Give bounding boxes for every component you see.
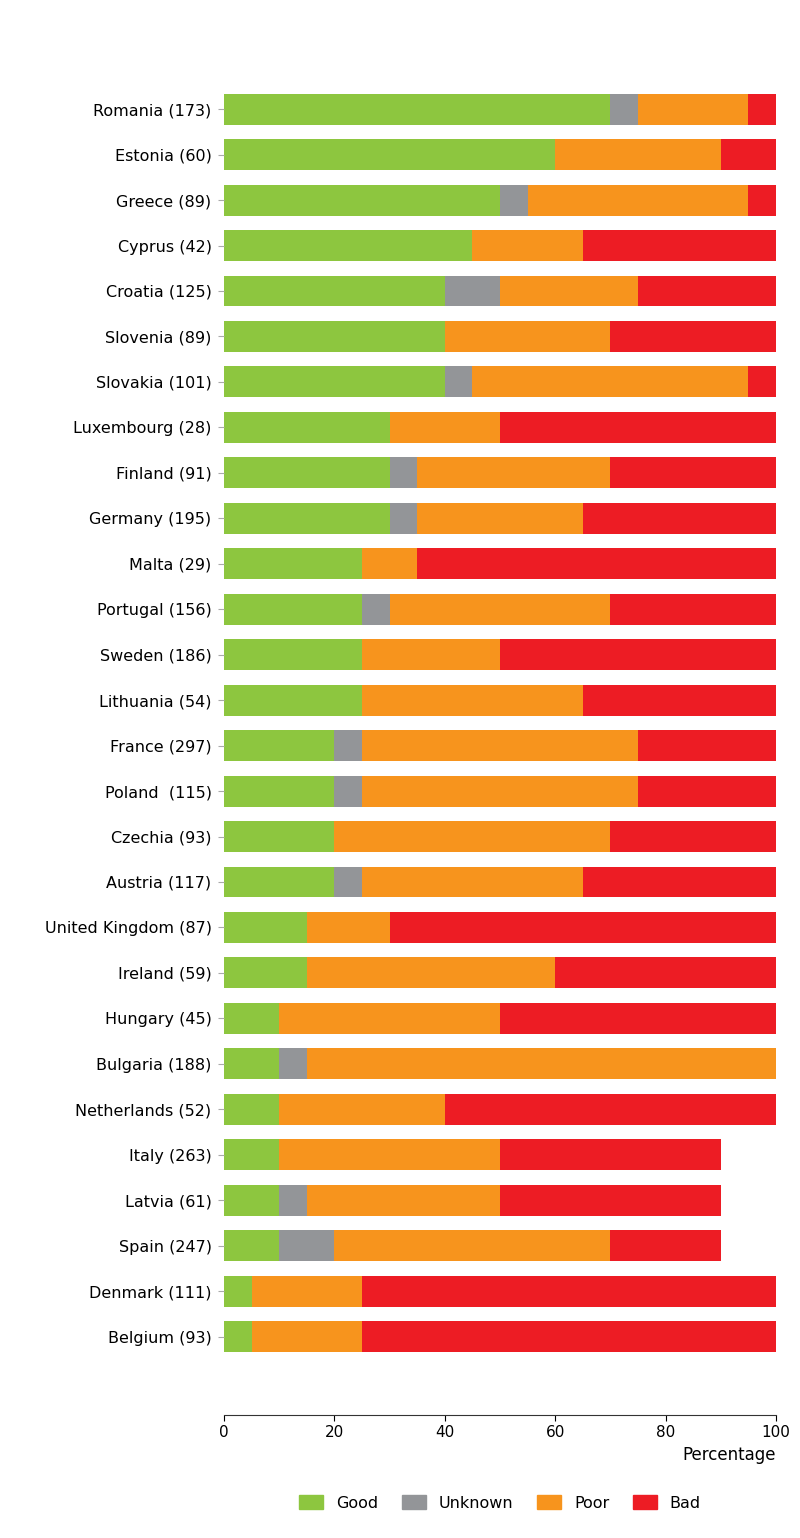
Bar bbox=[279, 1140, 500, 1170]
Bar bbox=[224, 275, 445, 306]
Bar bbox=[224, 1321, 252, 1352]
Bar bbox=[390, 503, 418, 534]
Bar bbox=[224, 640, 362, 671]
Bar bbox=[638, 731, 776, 761]
X-axis label: Percentage: Percentage bbox=[682, 1446, 776, 1464]
Bar bbox=[224, 958, 307, 989]
Bar bbox=[224, 1049, 279, 1080]
Bar bbox=[445, 366, 473, 397]
Bar bbox=[638, 94, 749, 125]
Bar bbox=[224, 1003, 279, 1034]
Bar bbox=[555, 138, 721, 171]
Bar bbox=[224, 866, 334, 898]
Bar bbox=[307, 912, 390, 943]
Bar bbox=[224, 1184, 279, 1215]
Bar bbox=[610, 1230, 721, 1261]
Bar bbox=[445, 275, 500, 306]
Bar bbox=[418, 503, 583, 534]
Bar bbox=[362, 1275, 776, 1307]
Bar bbox=[610, 821, 776, 852]
Bar bbox=[362, 731, 638, 761]
Bar bbox=[224, 548, 362, 580]
Bar bbox=[224, 321, 445, 352]
Bar bbox=[307, 1049, 776, 1080]
Bar bbox=[279, 1049, 307, 1080]
Bar bbox=[445, 1094, 776, 1124]
Bar bbox=[279, 1094, 445, 1124]
Bar bbox=[500, 1003, 776, 1034]
Bar bbox=[610, 94, 638, 125]
Bar bbox=[307, 958, 555, 989]
Bar bbox=[334, 731, 362, 761]
Bar bbox=[638, 775, 776, 806]
Bar bbox=[334, 821, 610, 852]
Bar bbox=[390, 412, 500, 443]
Bar bbox=[224, 775, 334, 806]
Bar bbox=[418, 457, 610, 488]
Bar bbox=[776, 1049, 800, 1080]
Bar bbox=[224, 1275, 252, 1307]
Bar bbox=[555, 958, 776, 989]
Bar bbox=[610, 457, 800, 488]
Bar bbox=[224, 684, 362, 715]
Bar bbox=[279, 1230, 334, 1261]
Bar bbox=[583, 866, 800, 898]
Bar bbox=[610, 594, 776, 624]
Bar bbox=[334, 1230, 610, 1261]
Bar bbox=[362, 684, 582, 715]
Bar bbox=[224, 1230, 279, 1261]
Bar bbox=[390, 912, 776, 943]
Bar bbox=[390, 457, 418, 488]
Bar bbox=[610, 321, 776, 352]
Bar bbox=[252, 1275, 362, 1307]
Bar bbox=[224, 138, 555, 171]
Bar bbox=[362, 594, 390, 624]
Bar bbox=[583, 503, 800, 534]
Bar bbox=[224, 412, 390, 443]
Bar bbox=[252, 1321, 362, 1352]
Bar bbox=[721, 138, 776, 171]
Bar bbox=[224, 1094, 279, 1124]
Bar bbox=[224, 231, 473, 261]
Bar bbox=[638, 275, 776, 306]
Bar bbox=[307, 1184, 500, 1215]
Bar bbox=[224, 912, 307, 943]
Bar bbox=[500, 275, 638, 306]
Bar bbox=[362, 640, 500, 671]
Bar bbox=[224, 731, 334, 761]
Bar bbox=[362, 866, 582, 898]
Bar bbox=[500, 640, 776, 671]
Bar bbox=[334, 775, 362, 806]
Bar bbox=[224, 503, 390, 534]
Bar bbox=[528, 185, 749, 215]
Bar bbox=[362, 775, 638, 806]
Bar bbox=[224, 366, 445, 397]
Bar bbox=[583, 684, 776, 715]
Bar bbox=[390, 594, 610, 624]
Bar bbox=[224, 594, 362, 624]
Bar bbox=[500, 1140, 721, 1170]
Legend: Good, Unknown, Poor, Bad: Good, Unknown, Poor, Bad bbox=[299, 1495, 701, 1510]
Bar bbox=[749, 94, 776, 125]
Bar bbox=[224, 457, 390, 488]
Bar bbox=[279, 1003, 500, 1034]
Bar bbox=[473, 231, 583, 261]
Bar bbox=[418, 548, 776, 580]
Bar bbox=[334, 866, 362, 898]
Bar bbox=[473, 366, 749, 397]
Bar bbox=[445, 321, 610, 352]
Bar bbox=[749, 366, 800, 397]
Bar bbox=[583, 231, 776, 261]
Bar bbox=[500, 1184, 721, 1215]
Bar bbox=[500, 412, 776, 443]
Bar bbox=[224, 1140, 279, 1170]
Bar bbox=[224, 185, 500, 215]
Bar bbox=[279, 1184, 307, 1215]
Bar bbox=[749, 185, 776, 215]
Bar bbox=[362, 1321, 776, 1352]
Bar bbox=[224, 821, 334, 852]
Bar bbox=[362, 548, 418, 580]
Bar bbox=[224, 94, 610, 125]
Bar bbox=[500, 185, 528, 215]
